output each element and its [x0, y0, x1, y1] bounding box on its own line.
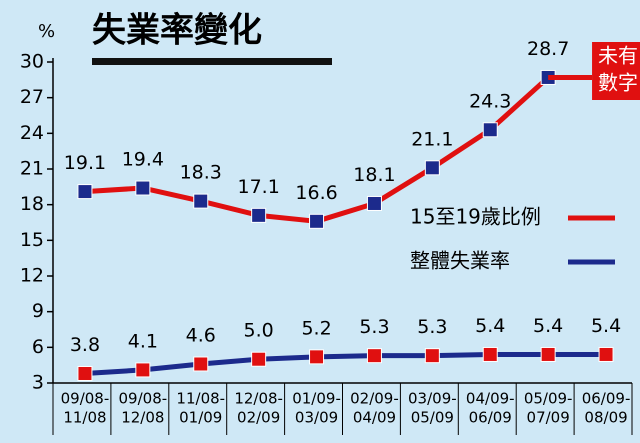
- x-tick-label: 04/09: [353, 409, 396, 427]
- point-marker: [482, 122, 498, 138]
- data-label: 18.1: [353, 164, 395, 186]
- series-line: [84, 351, 607, 376]
- legend-label: 整體失業率: [410, 249, 510, 273]
- data-label: 24.3: [469, 90, 511, 112]
- point-marker: [193, 193, 209, 209]
- y-tick-label: 18: [20, 193, 44, 215]
- x-tick-label: 07/09: [527, 409, 570, 427]
- point-marker: [309, 349, 325, 365]
- point-marker: [366, 195, 382, 211]
- data-label: 16.6: [295, 182, 337, 204]
- data-label: 3.8: [70, 334, 100, 356]
- point-marker: [77, 365, 93, 381]
- x-tick-label: 12/08-: [234, 390, 283, 408]
- x-tick-label: 06/09-: [582, 390, 631, 408]
- x-tick-label: 02/09: [237, 409, 280, 427]
- annotation-text: 數字: [598, 71, 638, 95]
- x-tick-label: 09/08-: [61, 390, 110, 408]
- data-label: 18.3: [180, 162, 222, 184]
- x-tick-label: 03/09-: [408, 390, 457, 408]
- point-marker: [251, 207, 267, 223]
- x-tick-label: 11/08-: [176, 390, 225, 408]
- point-marker: [77, 184, 93, 200]
- point-marker: [135, 180, 151, 196]
- data-label: 5.4: [475, 315, 505, 337]
- point-marker: [540, 346, 556, 362]
- x-tick-label: 09/08-: [119, 390, 168, 408]
- point-marker: [193, 356, 209, 372]
- y-tick-label: 6: [32, 336, 44, 358]
- legend-label: 15至19歲比例: [410, 205, 541, 229]
- x-tick-label: 01/09-: [292, 390, 341, 408]
- point-marker: [482, 346, 498, 362]
- annotation-box: [592, 42, 640, 100]
- y-tick-label: 3: [32, 372, 44, 394]
- x-tick-label: 05/09-: [524, 390, 573, 408]
- data-label: 21.1: [411, 128, 453, 150]
- data-label: 4.1: [128, 330, 158, 352]
- x-tick-label: 08/09: [584, 409, 627, 427]
- x-tick-label: 01/09: [179, 409, 222, 427]
- point-marker: [424, 348, 440, 364]
- y-tick-label: 24: [20, 122, 44, 144]
- annotation-text: 未有: [598, 44, 638, 68]
- y-tick-label: 27: [20, 86, 44, 108]
- data-label: 4.6: [186, 324, 216, 346]
- x-tick-label: 11/08: [63, 409, 106, 427]
- chart-title: 失業率變化: [92, 11, 262, 51]
- point-marker: [366, 348, 382, 364]
- y-tick-label: 30: [20, 51, 44, 73]
- data-label: 5.3: [359, 316, 389, 338]
- x-tick-label: 03/09: [295, 409, 338, 427]
- x-tick-label: 12/08: [121, 409, 164, 427]
- y-tick-label: 9: [32, 300, 44, 322]
- data-label: 5.4: [591, 315, 621, 337]
- point-marker: [251, 351, 267, 367]
- point-marker: [424, 160, 440, 176]
- point-marker: [598, 346, 614, 362]
- point-marker: [135, 362, 151, 378]
- data-label: 5.0: [244, 320, 274, 342]
- x-tick-label: 04/09-: [466, 390, 515, 408]
- x-tick-label: 05/09: [411, 409, 454, 427]
- data-label: 17.1: [237, 176, 279, 198]
- data-label: 19.4: [122, 149, 164, 171]
- data-label: 5.4: [533, 315, 563, 337]
- y-tick-label: 15: [20, 229, 44, 251]
- data-label: 5.2: [301, 317, 331, 339]
- y-axis-label: %: [38, 21, 55, 42]
- data-label: 5.3: [417, 316, 447, 338]
- x-tick-label: 02/09-: [350, 390, 399, 408]
- title-underline: [92, 58, 332, 65]
- x-tick-label: 06/09: [469, 409, 512, 427]
- data-label: 19.1: [64, 152, 106, 174]
- point-marker: [309, 213, 325, 229]
- y-tick-label: 12: [20, 265, 44, 287]
- y-tick-label: 21: [20, 158, 44, 180]
- data-label: 28.7: [527, 38, 569, 60]
